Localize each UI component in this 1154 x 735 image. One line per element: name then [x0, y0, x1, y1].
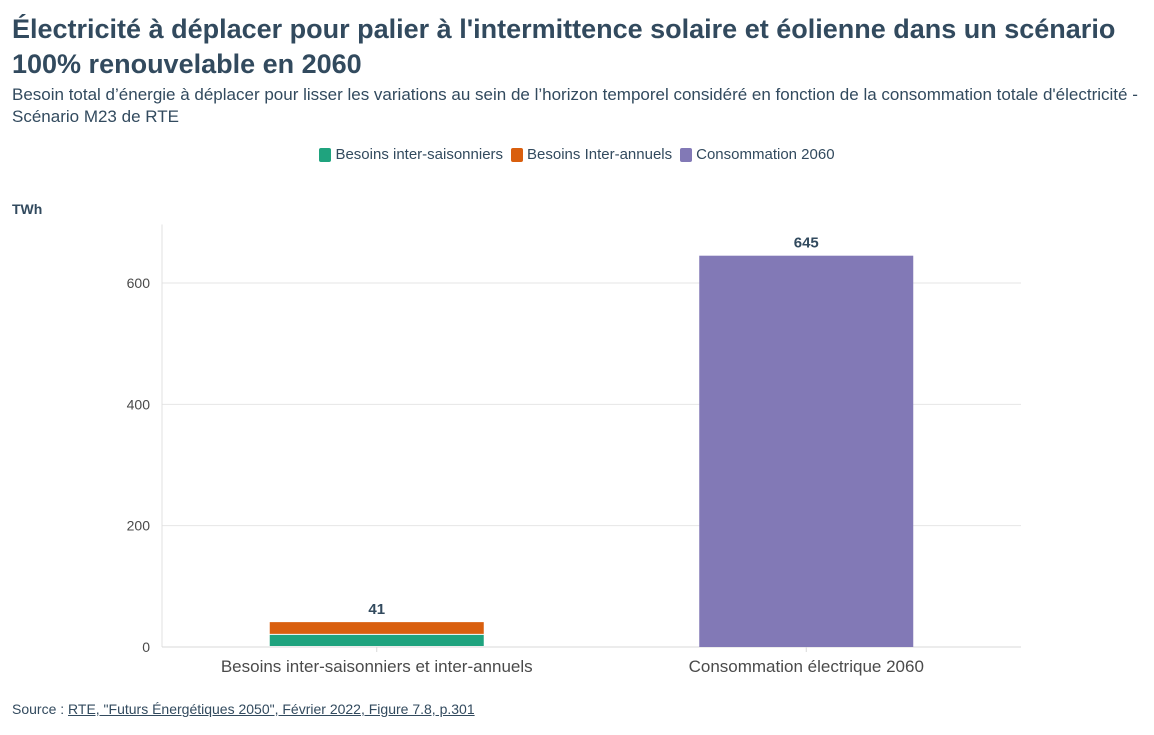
- legend-swatch: [680, 147, 693, 162]
- y-tick-label: 200: [127, 518, 151, 534]
- source-note: Source : RTE, "Futurs Énergétiques 2050"…: [12, 701, 475, 717]
- bar-total-label: 41: [368, 601, 385, 618]
- bar-segment: [699, 255, 914, 647]
- legend-label: Besoins inter-saisonniers: [335, 146, 504, 163]
- bar-total-label: 645: [794, 235, 819, 252]
- chart-subtitle: Besoin total d’énergie à déplacer pour l…: [12, 85, 1138, 126]
- source-link[interactable]: RTE, "Futurs Énergétiques 2050", Février…: [68, 701, 475, 717]
- legend-item-inter-saisonniers[interactable]: Besoins inter-saisonniers: [319, 146, 503, 163]
- source-prefix: Source :: [12, 701, 69, 717]
- x-tick-label: Consommation électrique 2060: [689, 657, 924, 676]
- chart-title: Électricité à déplacer pour palier à l'i…: [12, 14, 1116, 79]
- legend-item-inter-annuels[interactable]: Besoins Inter-annuels: [511, 146, 672, 163]
- x-tick-label: Besoins inter-saisonniers et inter-annue…: [221, 657, 533, 676]
- y-tick-label: 0: [142, 639, 150, 655]
- bar-segment: [269, 634, 484, 646]
- bar-segment: [269, 622, 484, 634]
- legend-label: Consommation 2060: [696, 146, 835, 163]
- legend-swatch: [511, 147, 524, 162]
- legend-item-consommation[interactable]: Consommation 2060: [680, 146, 835, 163]
- legend-swatch: [319, 147, 332, 162]
- y-tick-label: 600: [127, 275, 151, 291]
- y-tick-label: 400: [127, 396, 151, 412]
- chart-legend: Besoins inter-saisonniers Besoins Inter-…: [0, 146, 1154, 163]
- legend-label: Besoins Inter-annuels: [527, 146, 673, 163]
- y-axis-unit-label: TWh: [12, 201, 43, 217]
